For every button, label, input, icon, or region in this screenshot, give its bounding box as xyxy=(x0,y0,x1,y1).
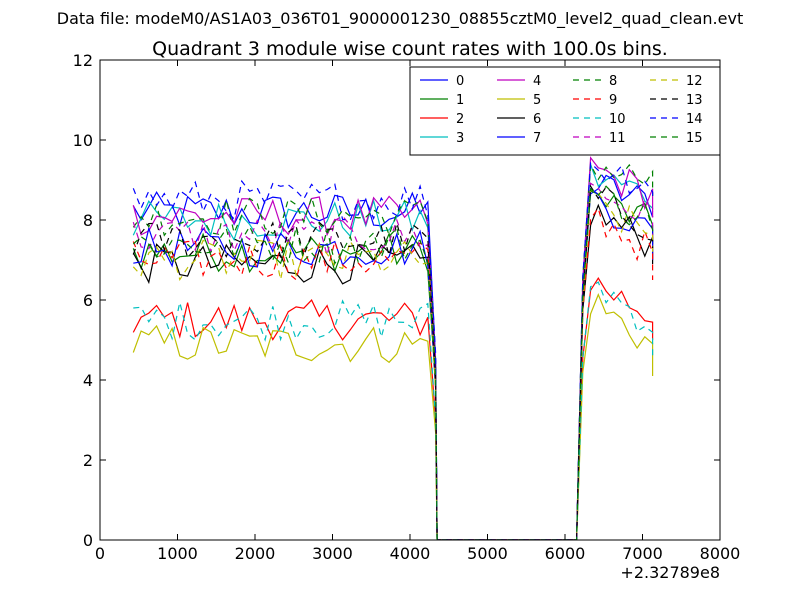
series-line-6 xyxy=(132,203,654,540)
legend-box xyxy=(409,66,721,156)
series-line-5 xyxy=(132,292,654,540)
y-tick-label: 6 xyxy=(83,291,93,310)
series-line-2 xyxy=(132,277,654,540)
plot-frame xyxy=(99,59,721,541)
legend-label-6: 6 xyxy=(533,112,541,127)
tick-labels: 0 1000 2000 3000 4000 5000 6000 7000 80000246810… xyxy=(73,51,741,563)
legend-label-5: 5 xyxy=(533,93,541,108)
legend-label-7: 7 xyxy=(533,131,541,146)
x-tick-label: 3000 xyxy=(312,544,353,563)
series-line-14 xyxy=(132,161,654,540)
x-tick-label: 2000 xyxy=(235,544,276,563)
series-line-8 xyxy=(132,162,654,540)
x-tick-label: 4000 xyxy=(390,544,431,563)
legend-label-11: 11 xyxy=(609,131,626,146)
figure-suptitle: Data file: modeM0/AS1A03_036T01_90000012… xyxy=(57,9,743,29)
x-tick-label: 8000 xyxy=(700,544,741,563)
legend-label-14: 14 xyxy=(686,112,703,127)
x-tick-label: 1000 xyxy=(157,544,198,563)
y-tick-label: 8 xyxy=(83,211,93,230)
x-tick-label: 5000 xyxy=(467,544,508,563)
chart-title: Quadrant 3 module wise count rates with … xyxy=(152,38,668,60)
series-line-3 xyxy=(132,164,654,540)
x-tick-label: 7000 xyxy=(622,544,663,563)
y-tick-label: 4 xyxy=(83,371,93,390)
legend-label-12: 12 xyxy=(686,74,703,89)
series-line-11 xyxy=(132,182,654,540)
y-tick-label: 0 xyxy=(83,531,93,550)
y-tick-label: 12 xyxy=(73,51,93,70)
legend-label-13: 13 xyxy=(686,93,703,108)
legend-label-9: 9 xyxy=(609,93,617,108)
y-tick-label: 2 xyxy=(83,451,93,470)
series-line-15 xyxy=(132,185,654,540)
legend-label-3: 3 xyxy=(456,131,464,146)
legend-label-0: 0 xyxy=(456,74,464,89)
series-layer xyxy=(132,156,654,540)
y-tick-label: 10 xyxy=(73,131,93,150)
x-tick-label: 6000 xyxy=(545,544,586,563)
legend-label-1: 1 xyxy=(456,93,464,108)
x-tick-label: 0 xyxy=(95,544,105,563)
series-line-9 xyxy=(132,207,654,540)
x-axis-offset-label: +2.32789e8 xyxy=(620,563,720,582)
legend-label-4: 4 xyxy=(533,74,541,89)
legend-label-8: 8 xyxy=(609,74,617,89)
legend-label-2: 2 xyxy=(456,112,464,127)
legend-label-15: 15 xyxy=(686,131,703,146)
legend-label-10: 10 xyxy=(609,112,626,127)
